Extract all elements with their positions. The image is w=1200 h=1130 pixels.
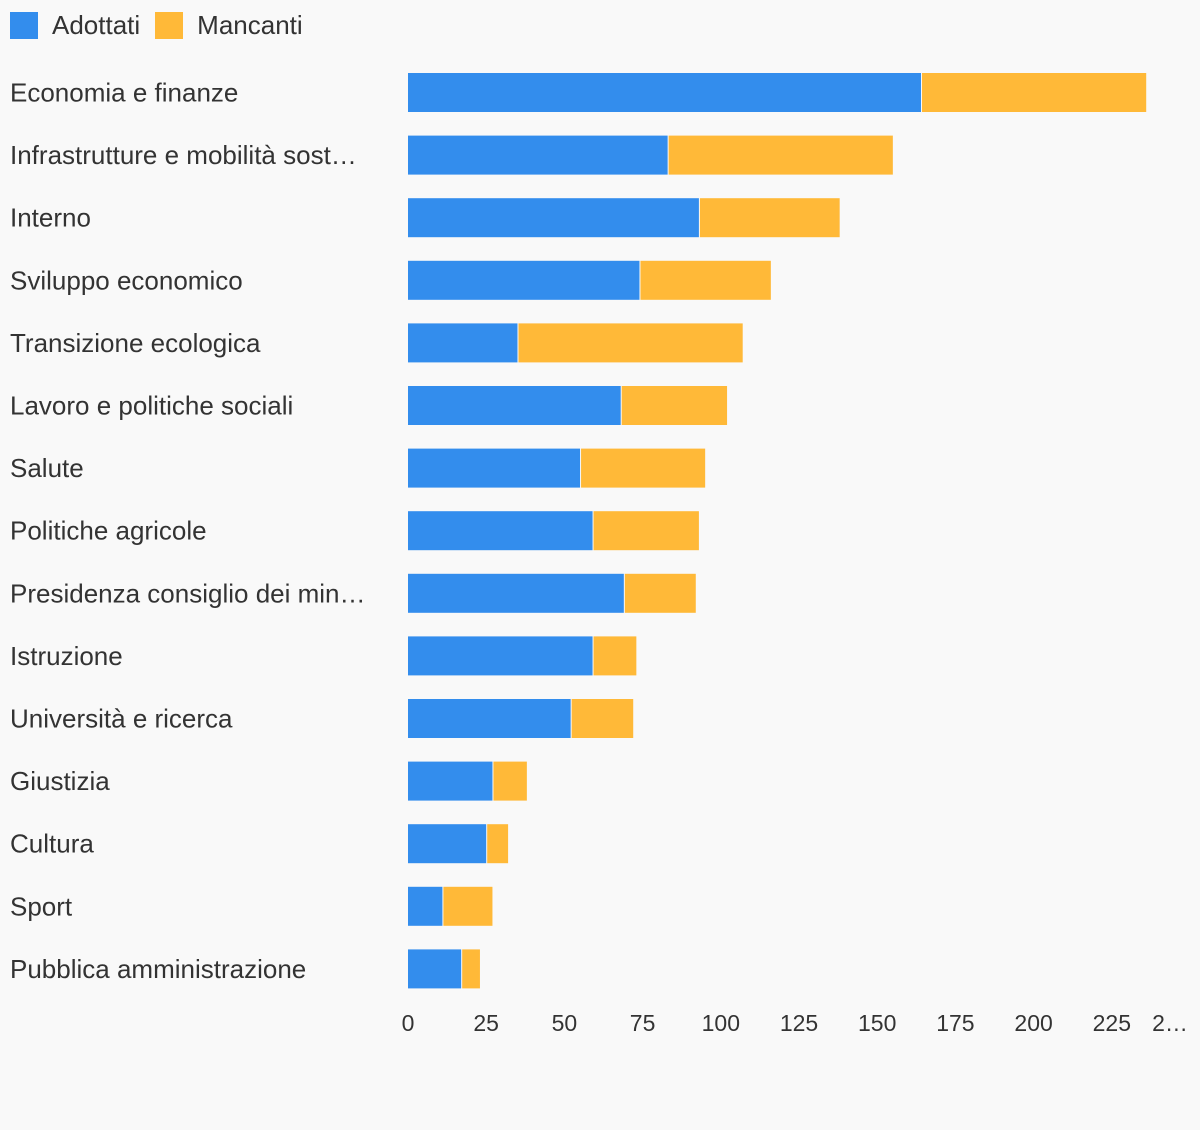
bar-mancanti-2[interactable] [668, 135, 893, 175]
bar-adottati-5[interactable] [408, 323, 518, 363]
category-label: Cultura [10, 829, 94, 859]
bar-mancanti-12[interactable] [493, 761, 527, 801]
bar-adottati-6[interactable] [408, 386, 621, 425]
category-label: Giustizia [10, 766, 110, 796]
bar-adottati-8[interactable] [408, 511, 593, 551]
legend: Adottati Mancanti [10, 10, 318, 40]
x-tick-label: 225 [1093, 1010, 1131, 1036]
bar-mancanti-5[interactable] [518, 323, 743, 363]
bar-adottati-1[interactable] [408, 73, 921, 112]
bar-adottati-9[interactable] [408, 573, 624, 613]
category-label: Presidenza consiglio dei min… [10, 578, 366, 608]
bar-mancanti-3[interactable] [699, 198, 840, 238]
category-label: Economia e finanze [10, 78, 238, 108]
x-axis: 0 25 50 75 100 125 150 175 200 225 2… [402, 1010, 1188, 1036]
category-label: Transizione ecologica [10, 328, 261, 358]
bar-mancanti-14[interactable] [443, 886, 493, 926]
bar-adottati-15[interactable] [408, 949, 462, 989]
bar-adottati-12[interactable] [408, 761, 493, 801]
x-tick-label: 150 [858, 1010, 896, 1036]
category-labels: Economia e finanze Infrastrutture e mobil… [10, 78, 366, 984]
bar-mancanti-1[interactable] [921, 73, 1147, 112]
legend-label-adottati: Adottati [52, 9, 141, 40]
x-tick-label: 125 [780, 1010, 818, 1036]
bar-adottati-13[interactable] [408, 824, 487, 864]
bar-adottati-2[interactable] [408, 135, 668, 175]
bar-mancanti-13[interactable] [487, 824, 509, 864]
x-tick-label: 2… [1152, 1010, 1188, 1036]
x-tick-label: 75 [630, 1010, 656, 1036]
x-tick-label: 100 [702, 1010, 740, 1036]
category-label: Istruzione [10, 641, 123, 671]
category-label: Interno [10, 203, 91, 233]
legend-item-adottati[interactable]: Adottati [10, 10, 140, 41]
bar-adottati-14[interactable] [408, 886, 443, 926]
category-label: Università e ricerca [10, 704, 233, 734]
bar-mancanti-15[interactable] [462, 949, 480, 989]
x-tick-label: 175 [936, 1010, 974, 1036]
bars [408, 73, 1147, 989]
legend-swatch-mancanti [155, 11, 184, 39]
bar-mancanti-11[interactable] [571, 699, 634, 738]
category-label: Lavoro e politiche sociali [10, 391, 293, 421]
bar-mancanti-10[interactable] [593, 636, 637, 676]
bar-mancanti-7[interactable] [581, 448, 706, 488]
bar-adottati-10[interactable] [408, 636, 593, 676]
category-label: Infrastrutture e mobilità sost… [10, 140, 357, 170]
category-label: Pubblica amministrazione [10, 954, 306, 984]
category-label: Politiche agricole [10, 516, 207, 546]
x-tick-label: 25 [473, 1010, 499, 1036]
x-tick-label: 50 [552, 1010, 578, 1036]
bar-adottati-7[interactable] [408, 448, 581, 488]
x-tick-label: 200 [1014, 1010, 1052, 1036]
bar-mancanti-6[interactable] [621, 386, 728, 425]
legend-item-mancanti[interactable]: Mancanti [155, 10, 303, 41]
legend-swatch-adottati [10, 11, 38, 39]
category-label: Sviluppo economico [10, 265, 243, 295]
category-label: Salute [10, 453, 84, 483]
bar-adottati-11[interactable] [408, 699, 571, 738]
legend-label-mancanti: Mancanti [197, 9, 303, 40]
bar-adottati-3[interactable] [408, 198, 699, 238]
bar-mancanti-4[interactable] [640, 260, 771, 300]
bar-adottati-4[interactable] [408, 260, 640, 300]
category-label: Sport [10, 891, 73, 921]
x-tick-label: 0 [402, 1010, 415, 1036]
bar-mancanti-8[interactable] [593, 511, 699, 551]
bar-mancanti-9[interactable] [624, 573, 696, 613]
